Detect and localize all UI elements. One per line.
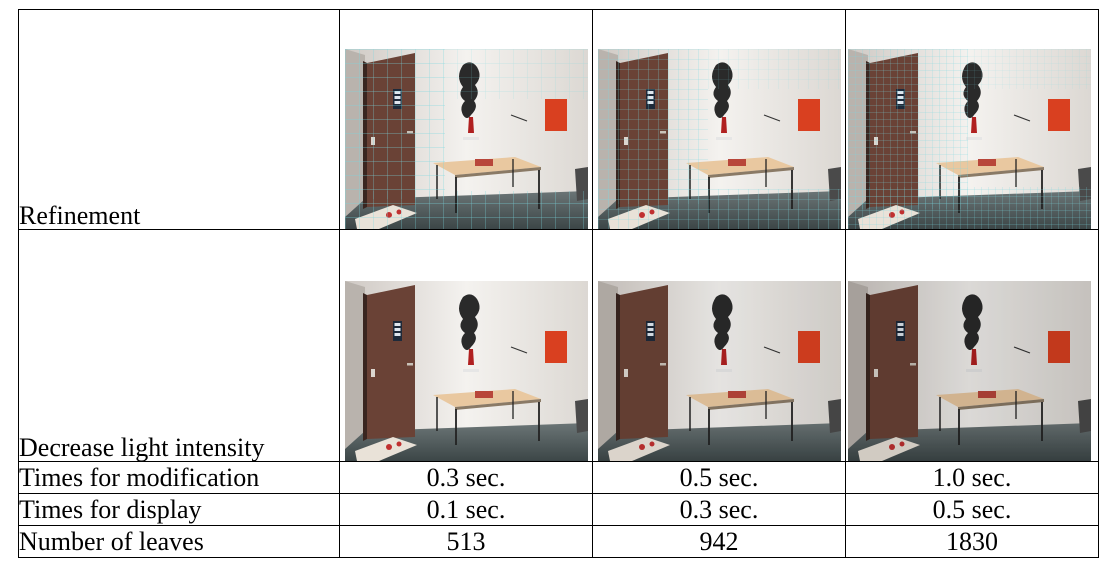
decrease-light-row: Decrease light intensity — [18, 229, 1099, 462]
decrease-light-image-1830 — [845, 229, 1099, 462]
refinement-label: Refinement — [18, 9, 340, 230]
refinement-image-942 — [592, 9, 846, 230]
refinement-image-1830 — [845, 9, 1099, 230]
decrease-light-image-513 — [339, 229, 593, 462]
times-modification-value: 0.5 sec. — [592, 461, 846, 494]
room-scene-mesh-image — [848, 49, 1091, 229]
times-display-label: Times for display — [18, 493, 340, 526]
number-of-leaves-value: 513 — [339, 525, 593, 558]
room-scene-mesh-image — [597, 49, 841, 229]
decrease-light-label: Decrease light intensity — [18, 229, 340, 462]
room-scene-image — [848, 281, 1091, 461]
number-of-leaves-label: Number of leaves — [18, 525, 340, 558]
room-scene-mesh-image — [344, 49, 588, 229]
refinement-row: Refinement — [18, 9, 1099, 230]
decrease-light-image-942 — [592, 229, 846, 462]
results-table: Refinement Decrease light intensity — [18, 9, 1099, 558]
number-of-leaves-row: Number of leaves 513 942 1830 — [18, 525, 1099, 558]
times-display-row: Times for display 0.1 sec. 0.3 sec. 0.5 … — [18, 493, 1099, 526]
number-of-leaves-value: 942 — [592, 525, 846, 558]
times-modification-value: 0.3 sec. — [339, 461, 593, 494]
times-display-value: 0.5 sec. — [845, 493, 1099, 526]
times-display-value: 0.1 sec. — [339, 493, 593, 526]
times-modification-label: Times for modification — [18, 461, 340, 494]
times-modification-row: Times for modification 0.3 sec. 0.5 sec.… — [18, 461, 1099, 494]
room-scene-image — [597, 281, 841, 461]
refinement-image-513 — [339, 9, 593, 230]
times-modification-value: 1.0 sec. — [845, 461, 1099, 494]
room-scene-image — [344, 281, 588, 461]
times-display-value: 0.3 sec. — [592, 493, 846, 526]
number-of-leaves-value: 1830 — [845, 525, 1099, 558]
